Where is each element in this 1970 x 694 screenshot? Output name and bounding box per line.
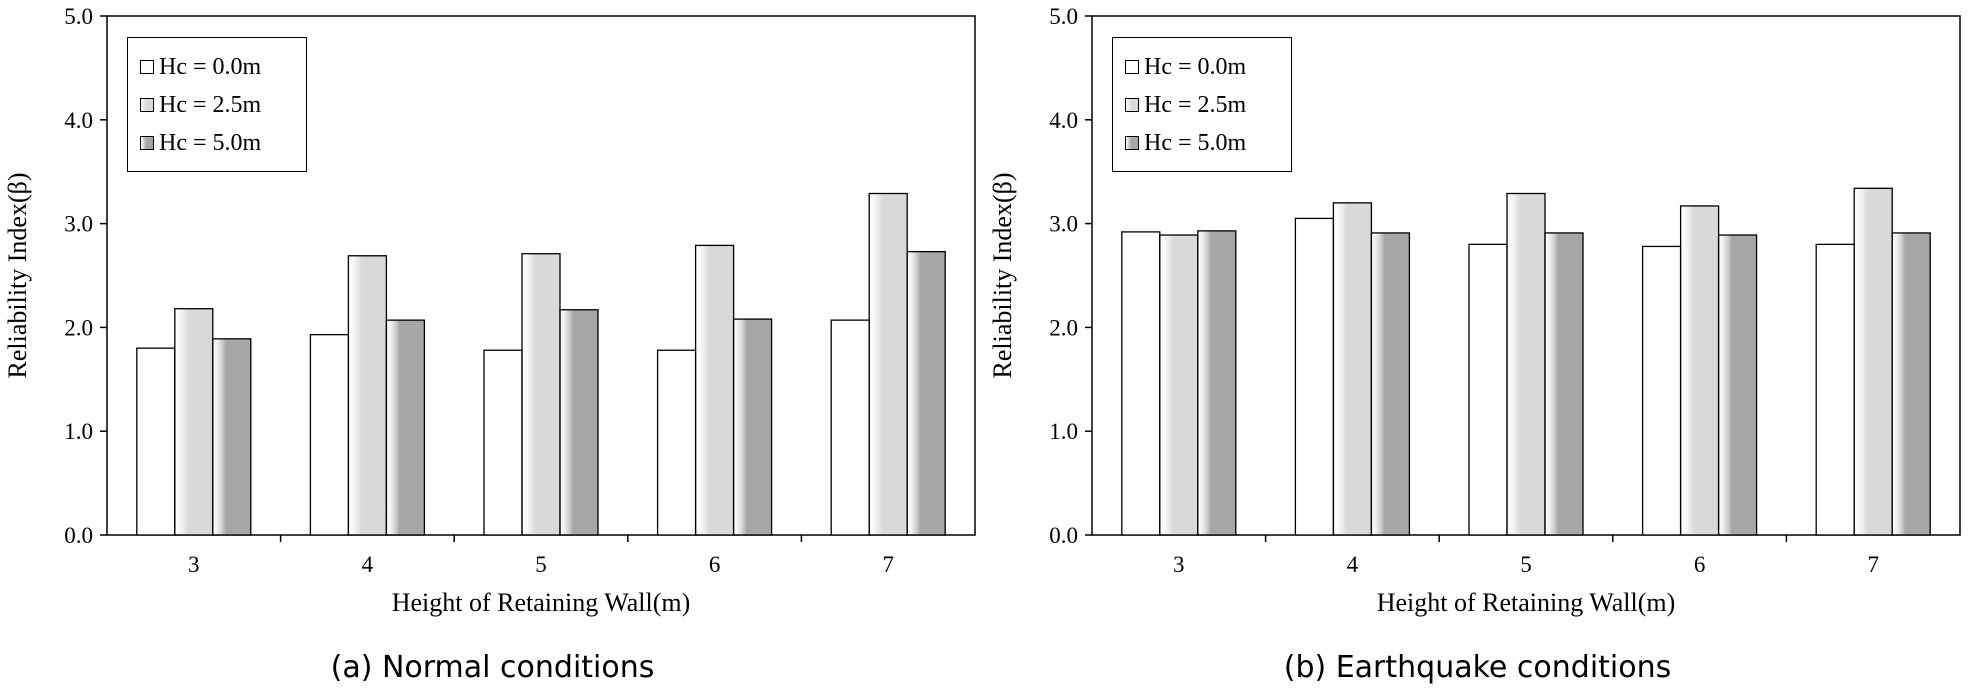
chart-earthquake-conditions: 0.0 1.0 2.0 3.0 4.0 5.0 3 4 5 6 7 Height of Retaini…	[985, 0, 1970, 694]
bar	[656, 349, 697, 536]
bar	[1370, 232, 1411, 536]
bar	[1641, 245, 1682, 536]
y-tick-label: 2.0	[1049, 315, 1078, 340]
legend-swatch-s2	[1125, 136, 1139, 150]
y-tick-label: 4.0	[1049, 108, 1078, 133]
chart-caption: (a) Normal conditions	[330, 650, 655, 685]
bar	[1815, 243, 1855, 536]
y-tick-label: 5.0	[1049, 4, 1078, 29]
y-tick-label: 3.0	[64, 212, 93, 237]
y-tick-label: 0.0	[1049, 523, 1078, 548]
x-tick-label: 6	[709, 552, 721, 577]
bar	[309, 334, 350, 536]
x-tick-label: 4	[1347, 552, 1359, 577]
x-axis-label: Height of Retaining Wall(m)	[392, 588, 691, 617]
y-tick-label: 0.0	[64, 523, 93, 548]
bar	[732, 318, 773, 536]
bar	[136, 347, 176, 536]
legend: Hc = 0.0m Hc = 2.5m Hc = 5.0m	[127, 37, 307, 172]
x-tick-label: 7	[882, 552, 894, 577]
legend: Hc = 0.0m Hc = 2.5m Hc = 5.0m	[1112, 37, 1292, 172]
y-tick-label: 1.0	[64, 419, 93, 444]
legend-swatch-s0	[140, 60, 154, 74]
x-axis-label: Height of Retaining Wall(m)	[1377, 588, 1676, 617]
legend-label: Hc = 0.0m	[1144, 53, 1247, 80]
legend-swatch-s1	[1125, 98, 1139, 112]
bar	[1679, 205, 1720, 536]
bar	[830, 319, 870, 536]
chart-a-svg: 0.0 1.0 2.0 3.0 4.0 5.0 3 4 5 6 7 Height of Retaini…	[3, 4, 976, 617]
y-axis-label: Reliability Index(β)	[988, 172, 1017, 378]
bar	[521, 253, 561, 536]
bar	[1159, 234, 1199, 536]
bar	[1332, 202, 1373, 536]
bar	[1468, 243, 1508, 536]
bar	[559, 309, 599, 536]
bar	[1506, 192, 1546, 536]
legend-label: Hc = 2.5m	[1144, 91, 1247, 118]
bar	[868, 192, 908, 536]
legend-item: Hc = 0.0m	[1125, 52, 1246, 82]
bar	[483, 349, 523, 536]
chart-caption: (b) Earthquake conditions	[1283, 650, 1672, 685]
bar	[1853, 187, 1893, 536]
bar	[385, 319, 426, 536]
legend-item: Hc = 5.0m	[1125, 128, 1246, 158]
legend-label: Hc = 0.0m	[159, 53, 262, 80]
bar	[212, 338, 252, 536]
x-tick-label: 5	[1520, 552, 1532, 577]
bar	[347, 255, 388, 536]
y-tick-label: 1.0	[1049, 419, 1078, 444]
legend-swatch-s2	[140, 136, 154, 150]
legend-label: Hc = 2.5m	[159, 91, 262, 118]
y-tick-label: 3.0	[1049, 212, 1078, 237]
y-tick-label: 4.0	[64, 108, 93, 133]
legend-item: Hc = 2.5m	[140, 90, 261, 120]
x-tick-label: 6	[1694, 552, 1706, 577]
y-tick-label: 5.0	[64, 4, 93, 29]
x-tick-label: 4	[362, 552, 374, 577]
legend-item: Hc = 5.0m	[140, 128, 261, 158]
legend-swatch-s1	[140, 98, 154, 112]
bar	[1197, 230, 1237, 536]
legend-label: Hc = 5.0m	[159, 129, 262, 156]
bar	[1717, 234, 1758, 536]
x-tick-label: 3	[188, 552, 200, 577]
bar	[1544, 232, 1584, 536]
legend-item: Hc = 2.5m	[1125, 90, 1246, 120]
x-tick-label: 3	[1173, 552, 1185, 577]
legend-swatch-s0	[1125, 60, 1139, 74]
y-axis-label: Reliability Index(β)	[3, 172, 32, 378]
legend-label: Hc = 5.0m	[1144, 129, 1247, 156]
bar	[174, 308, 214, 536]
bar	[1891, 232, 1931, 536]
x-tick-label: 5	[535, 552, 547, 577]
y-tick-label: 2.0	[64, 315, 93, 340]
legend-item: Hc = 0.0m	[140, 52, 261, 82]
bar	[906, 250, 946, 536]
bar	[1294, 217, 1335, 536]
x-tick-label: 7	[1867, 552, 1879, 577]
bar	[1121, 231, 1161, 536]
bar	[694, 244, 735, 536]
chart-normal-conditions: 0.0 1.0 2.0 3.0 4.0 5.0 3 4 5 6 7 Height of Retaini…	[3, 4, 976, 685]
